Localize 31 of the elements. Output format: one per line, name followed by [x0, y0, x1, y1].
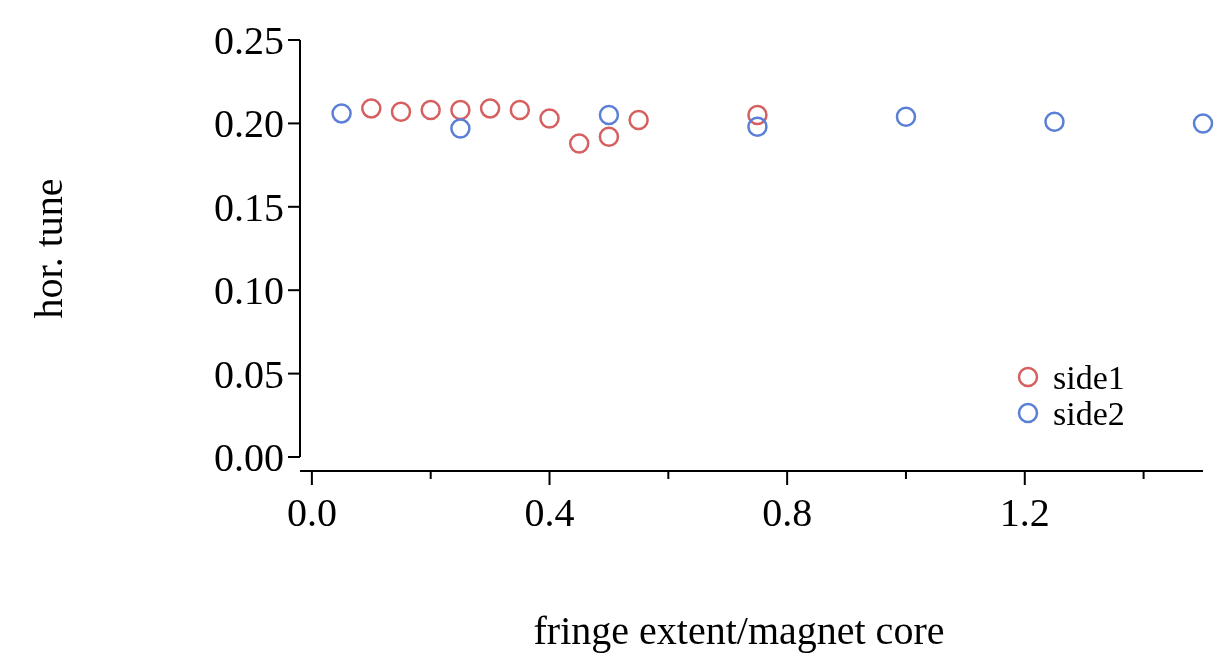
point	[361, 98, 382, 119]
x-tick-label: 0.8	[762, 490, 813, 535]
point	[895, 106, 917, 127]
x-tick-label: 0.0	[286, 490, 337, 535]
point	[479, 98, 501, 119]
point	[539, 108, 560, 129]
point	[509, 99, 531, 121]
point	[1192, 113, 1214, 134]
point	[1044, 111, 1065, 132]
y-tick-label: 0.25	[214, 18, 284, 63]
point	[390, 101, 412, 122]
point	[598, 126, 620, 147]
y-tick-label: 0.00	[214, 435, 284, 480]
point	[450, 118, 471, 139]
legend-label: side1	[1053, 358, 1125, 396]
point	[628, 109, 649, 131]
y-tick-label: 0.05	[214, 351, 284, 397]
point	[747, 116, 768, 137]
x-axis-title: fringe extent/magnet core	[533, 608, 945, 653]
point	[598, 104, 620, 126]
y-axis-title: hor. tune	[26, 178, 71, 319]
x-tick-label: 1.2	[999, 490, 1050, 535]
point	[331, 103, 352, 124]
y-tick-label: 0.20	[214, 101, 284, 147]
point	[450, 99, 471, 121]
y-tick-label: 0.10	[214, 268, 284, 314]
x-tick-label: 0.4	[524, 490, 575, 535]
y-tick-label: 0.15	[214, 184, 284, 230]
legend-label: side2	[1053, 394, 1125, 432]
point	[420, 99, 441, 121]
point	[568, 133, 590, 154]
